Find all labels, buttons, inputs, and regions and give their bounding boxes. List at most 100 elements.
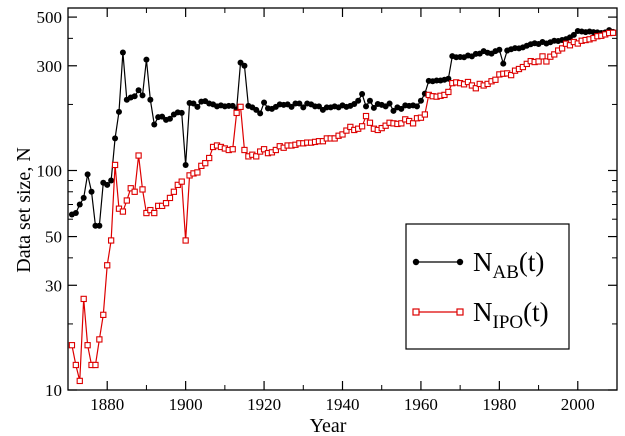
- data-point: [72, 210, 79, 217]
- data-point: [233, 109, 240, 117]
- y-tick-label: 300: [37, 57, 63, 76]
- legend-label-ipo: NIPO(t): [473, 297, 549, 333]
- data-point: [166, 194, 174, 202]
- data-point: [112, 135, 119, 142]
- series-layer: [68, 27, 617, 385]
- data-point: [414, 103, 421, 110]
- data-point: [229, 102, 236, 109]
- data-point: [131, 188, 138, 195]
- data-point: [359, 91, 366, 98]
- data-point: [68, 342, 76, 349]
- data-point: [272, 146, 279, 154]
- x-axis-label: Year: [310, 415, 347, 436]
- legend-label-ipo-sub: IPO: [493, 312, 524, 333]
- data-point: [241, 146, 248, 154]
- data-point: [84, 342, 91, 349]
- data-point: [386, 100, 393, 107]
- data-point: [257, 110, 264, 117]
- data-point: [472, 85, 479, 92]
- data-point: [194, 103, 201, 110]
- data-point: [151, 209, 158, 217]
- data-point: [80, 194, 87, 201]
- data-point: [507, 71, 515, 79]
- legend-label-ipo-main: N: [473, 297, 493, 327]
- data-point: [194, 169, 201, 176]
- data-point: [131, 93, 138, 100]
- legend-marker-ipo: [456, 308, 464, 316]
- data-point: [570, 31, 577, 38]
- data-point: [539, 53, 546, 60]
- legend-label-ipo-suffix: (t): [523, 297, 548, 327]
- data-point: [417, 114, 425, 121]
- x-tick-label: 1940: [326, 395, 360, 414]
- legend-label-ab-main: N: [473, 247, 493, 277]
- data-point: [229, 146, 236, 153]
- data-point: [84, 171, 91, 178]
- data-point: [151, 121, 158, 128]
- data-point: [300, 104, 307, 111]
- data-point: [296, 100, 303, 107]
- y-axis-label: Data set size, N: [13, 147, 35, 273]
- data-point: [135, 87, 142, 94]
- y-tick-label: 100: [37, 162, 63, 181]
- data-point: [92, 361, 99, 369]
- data-point: [111, 161, 119, 169]
- series-ipo: [68, 29, 617, 385]
- data-point: [551, 51, 558, 58]
- data-point: [76, 377, 83, 385]
- data-point: [88, 188, 95, 195]
- y-tick-label: 50: [45, 228, 62, 247]
- data-point: [135, 152, 142, 159]
- y-tick-label: 10: [45, 381, 62, 400]
- data-point: [147, 96, 154, 103]
- data-point: [566, 42, 574, 49]
- data-point: [496, 46, 503, 53]
- data-point: [202, 160, 209, 167]
- data-point: [366, 97, 373, 104]
- data-point: [127, 185, 134, 192]
- legend-marker-ab: [456, 258, 464, 266]
- data-point: [143, 56, 150, 63]
- x-tick-label: 2000: [561, 395, 595, 414]
- data-point: [492, 76, 499, 83]
- data-point: [370, 104, 377, 111]
- y-tick-label: 500: [37, 8, 63, 27]
- legend: NAB(t) NIPO(t): [405, 223, 570, 350]
- x-tick-label: 1980: [482, 395, 516, 414]
- data-point: [253, 153, 260, 160]
- data-point: [139, 186, 146, 193]
- data-point: [609, 29, 617, 36]
- data-point: [115, 108, 122, 115]
- data-point: [72, 361, 79, 369]
- legend-box: [405, 223, 570, 350]
- data-point: [343, 127, 350, 134]
- data-point: [362, 112, 370, 120]
- data-point: [119, 49, 126, 56]
- x-tick-label: 1900: [169, 395, 203, 414]
- legend-label-ab-suffix: (t): [519, 247, 544, 277]
- data-point: [421, 111, 428, 118]
- data-point: [96, 336, 103, 343]
- data-point: [182, 161, 189, 168]
- data-point: [108, 177, 115, 184]
- data-point: [464, 78, 472, 86]
- x-tick-label: 1880: [90, 395, 124, 414]
- x-tick-label: 1920: [247, 395, 281, 414]
- data-point: [190, 100, 197, 107]
- data-point: [104, 181, 111, 188]
- y-tick-label: 30: [45, 276, 62, 295]
- data-point: [170, 188, 178, 195]
- data-point: [76, 201, 83, 208]
- data-point: [80, 295, 87, 303]
- legend-label-ab-sub: AB: [493, 262, 519, 283]
- data-point: [178, 109, 185, 116]
- data-point: [409, 120, 417, 127]
- data-point: [500, 60, 507, 67]
- legend-marker-ab: [412, 258, 420, 266]
- data-point: [206, 154, 213, 162]
- data-point: [363, 103, 370, 110]
- data-point: [543, 58, 550, 65]
- data-point: [159, 113, 166, 120]
- data-point: [241, 62, 248, 69]
